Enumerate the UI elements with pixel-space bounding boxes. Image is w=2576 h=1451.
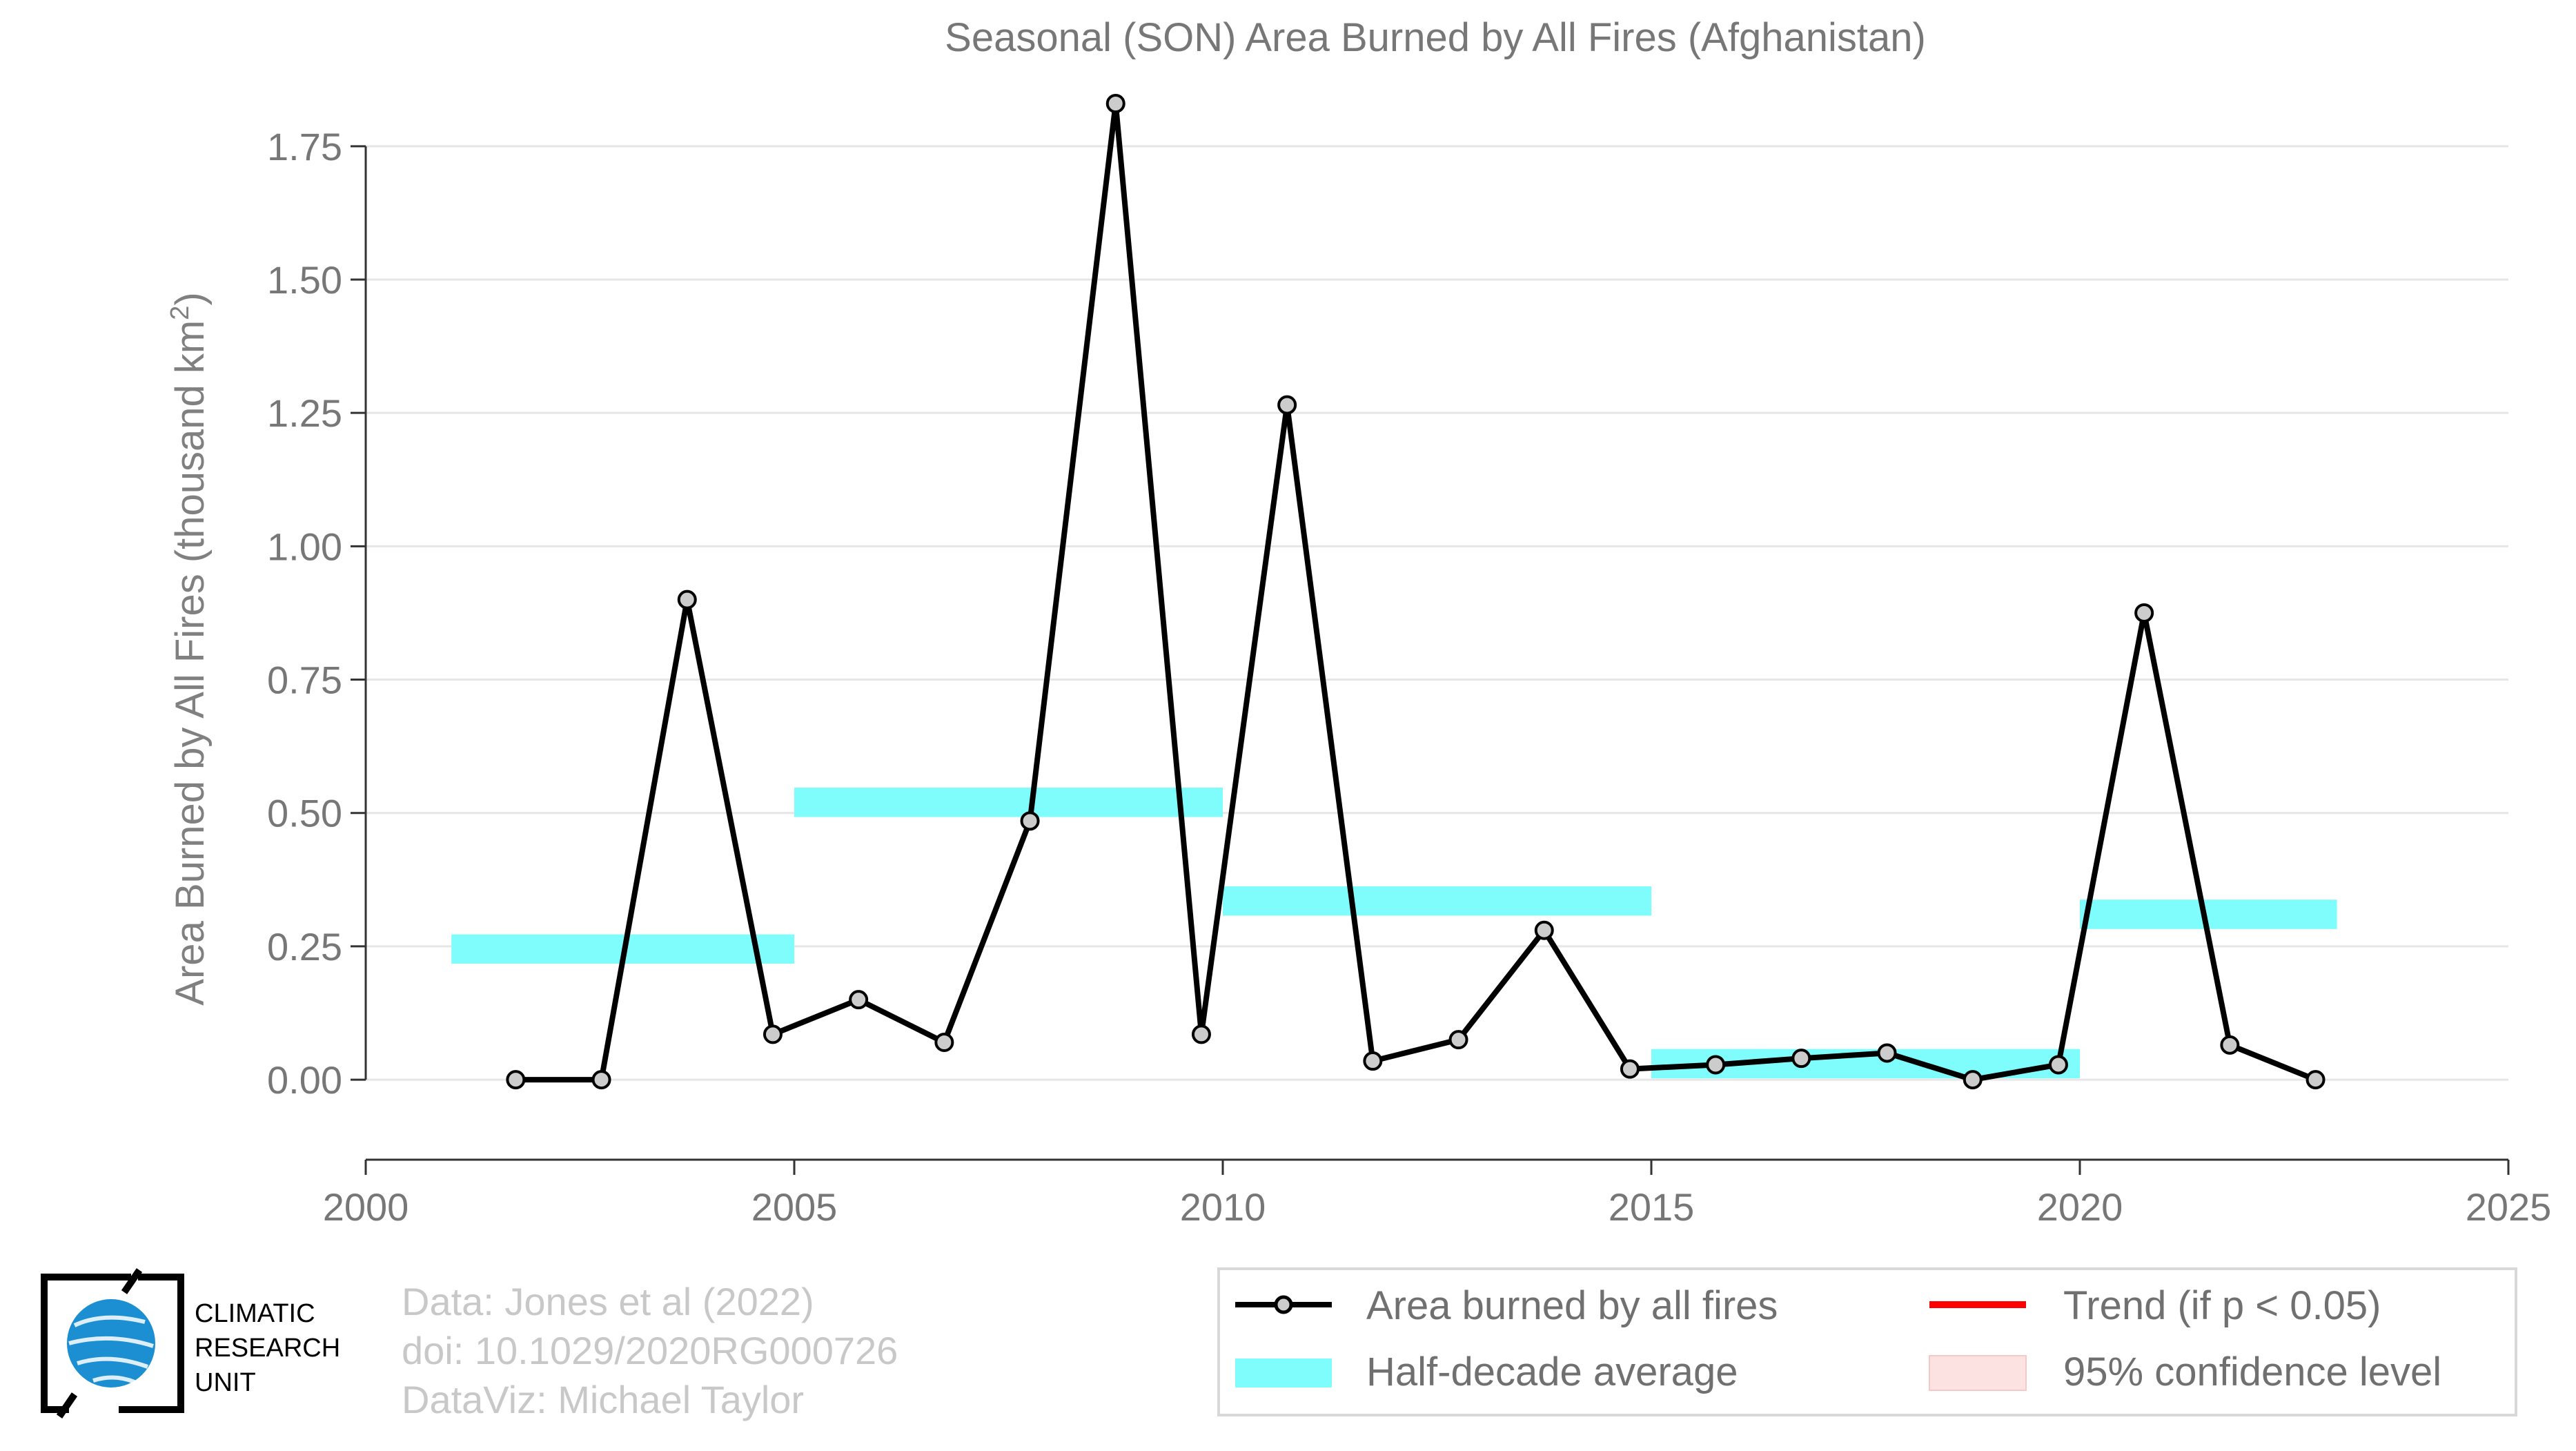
x-tick-label: 2025: [2466, 1185, 2552, 1229]
logo-line-3: UNIT: [195, 1368, 256, 1397]
y-tick-label: 0.75: [267, 659, 342, 702]
x-tick-label: 2015: [1609, 1185, 1695, 1229]
chart-title: Seasonal (SON) Area Burned by All Fires …: [945, 15, 1926, 60]
globe-icon: [67, 1299, 155, 1387]
logo-line-2: RESEARCH: [195, 1334, 340, 1363]
data-point: [2134, 603, 2154, 623]
x-tick-label: 2020: [2037, 1185, 2123, 1229]
data-point: [506, 1070, 526, 1090]
y-tick-label: 1.50: [267, 258, 342, 302]
series-line: [515, 101, 2317, 1083]
data-point: [1191, 1024, 1211, 1044]
y-tick-label: 0.00: [267, 1058, 342, 1102]
data-point: [1105, 94, 1125, 113]
legend-item-area-burned: Area burned by all fires: [1235, 1283, 1778, 1328]
x-tick-label: 2005: [751, 1185, 838, 1229]
credit-dataviz: DataViz: Michael Taylor: [402, 1378, 804, 1421]
legend-label-trend: Trend (if p < 0.05): [2063, 1283, 2381, 1328]
y-axis-label: Area Burned by All Fires (thousand km2): [166, 292, 213, 1005]
logo-slash-icon: [121, 1268, 143, 1294]
x-tick-label: 2000: [323, 1185, 409, 1229]
data-point: [1534, 920, 1554, 940]
data-point: [1448, 1030, 1468, 1050]
y-axis-label-main: Area Burned by All Fires (thousand km: [168, 320, 213, 1006]
legend-marker-swatch: [1274, 1295, 1293, 1314]
data-point: [1363, 1051, 1383, 1071]
data-point: [763, 1024, 783, 1044]
half-decade-band: [794, 788, 1223, 817]
data-point: [1963, 1070, 1983, 1090]
data-point: [934, 1033, 954, 1052]
legend: Area burned by all fires Trend (if p < 0…: [1217, 1267, 2517, 1416]
y-tick-label: 1.00: [267, 525, 342, 568]
data-point: [1706, 1055, 1726, 1075]
credit-data: Data: Jones et al (2022): [402, 1280, 814, 1323]
logo-bracket-icon: [41, 1274, 184, 1413]
half-decade-band: [1223, 886, 1651, 916]
legend-box: [1217, 1267, 2517, 1416]
legend-confidence-swatch: [1929, 1355, 2027, 1391]
data-point: [1277, 395, 1297, 415]
data-point: [2305, 1070, 2326, 1090]
data-point: [677, 590, 697, 610]
legend-item-trend: Trend (if p < 0.05): [1929, 1283, 2381, 1328]
legend-band-swatch: [1235, 1359, 1332, 1387]
cru-logo: CLIMATIC RESEARCH UNIT: [41, 1268, 340, 1419]
data-point: [1620, 1059, 1640, 1079]
logo-slash-icon: [56, 1392, 78, 1419]
logo-line-1: CLIMATIC: [195, 1299, 315, 1328]
data-point: [1020, 811, 1040, 831]
y-tick-label: 0.50: [267, 792, 342, 835]
legend-label-confidence: 95% confidence level: [2063, 1350, 2441, 1394]
y-tick-label: 1.25: [267, 391, 342, 435]
data-point: [1877, 1043, 1897, 1063]
y-tick-label: 0.25: [267, 925, 342, 968]
legend-label-half-decade: Half-decade average: [1366, 1350, 1738, 1394]
data-point: [2220, 1035, 2240, 1055]
data-point: [591, 1070, 611, 1090]
y-axis-label-superscript: 2: [166, 306, 195, 320]
data-point: [849, 990, 869, 1010]
x-tick-label: 2010: [1180, 1185, 1266, 1229]
legend-label-area-burned: Area burned by all fires: [1366, 1283, 1778, 1328]
data-series: [506, 94, 2326, 1090]
y-tick-label: 1.75: [267, 125, 342, 168]
data-point: [2048, 1055, 2068, 1075]
legend-item-half-decade: Half-decade average: [1235, 1350, 1738, 1394]
legend-item-confidence: 95% confidence level: [1929, 1350, 2441, 1394]
y-axis-label-end: ): [168, 292, 213, 305]
axes: 0.00 0.25 0.50 0.75 1.00 1.25 1.50 1.75 2000 2005…: [267, 125, 2551, 1229]
credit-doi: doi: 10.1029/2020RG000726: [402, 1329, 898, 1372]
data-point: [1791, 1049, 1811, 1069]
